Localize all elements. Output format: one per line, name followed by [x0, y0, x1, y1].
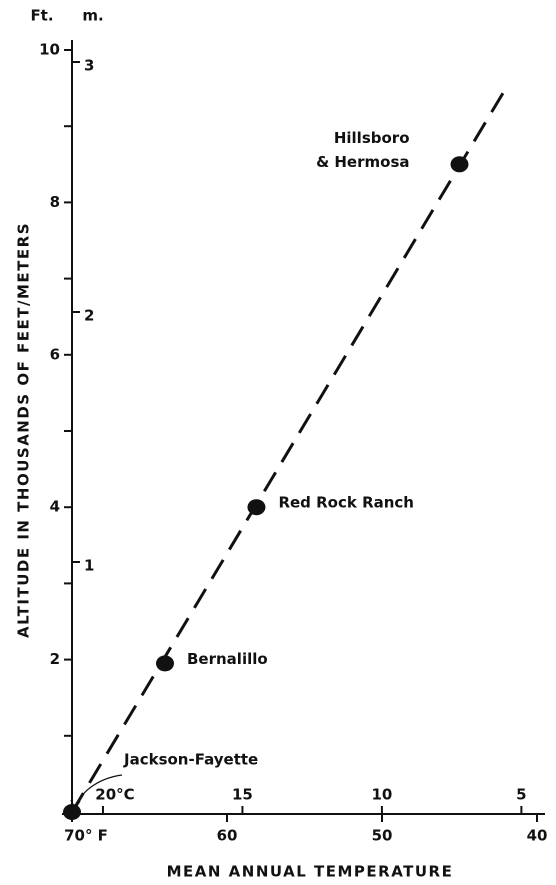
x-tick-label: 70° F	[64, 827, 108, 845]
point	[247, 499, 266, 516]
trend-line	[70, 87, 508, 813]
y-axis-label: ALTITUDE IN THOUSANDS OF FEET/METERS	[15, 222, 33, 638]
x-axis-label: MEAN ANNUAL TEMPERATURE	[167, 863, 454, 881]
point-label: & Hermosa	[316, 153, 409, 171]
point	[450, 156, 469, 173]
y-tick-label: 8	[50, 193, 60, 211]
y-tick-label: 4	[50, 498, 60, 516]
point-label: Red Rock Ranch	[278, 494, 414, 512]
point	[63, 804, 81, 820]
y2-tick-label: 3	[84, 57, 94, 75]
y-unit: Ft.	[30, 7, 53, 25]
x2-tick-label: 15	[232, 786, 253, 804]
point-label: Jackson-Fayette	[123, 751, 258, 769]
x-tick-label: 40	[527, 827, 548, 845]
y-tick-label: 6	[50, 345, 60, 363]
x2-tick-label: 20°C	[95, 786, 134, 804]
point	[156, 655, 174, 672]
y2-tick-label: 2	[84, 307, 94, 325]
y2-tick-label: 1	[84, 557, 94, 575]
y-tick-label: 2	[50, 650, 60, 668]
point-label: Bernalillo	[187, 650, 268, 668]
y-tick-label: 10	[39, 41, 60, 59]
x-tick-label: 60	[217, 827, 238, 845]
x-tick-label: 50	[372, 827, 393, 845]
y2-unit: m.	[82, 7, 103, 25]
x2-tick-label: 10	[371, 786, 392, 804]
point-label: Hillsboro	[334, 129, 410, 147]
x2-tick-label: 5	[516, 786, 526, 804]
